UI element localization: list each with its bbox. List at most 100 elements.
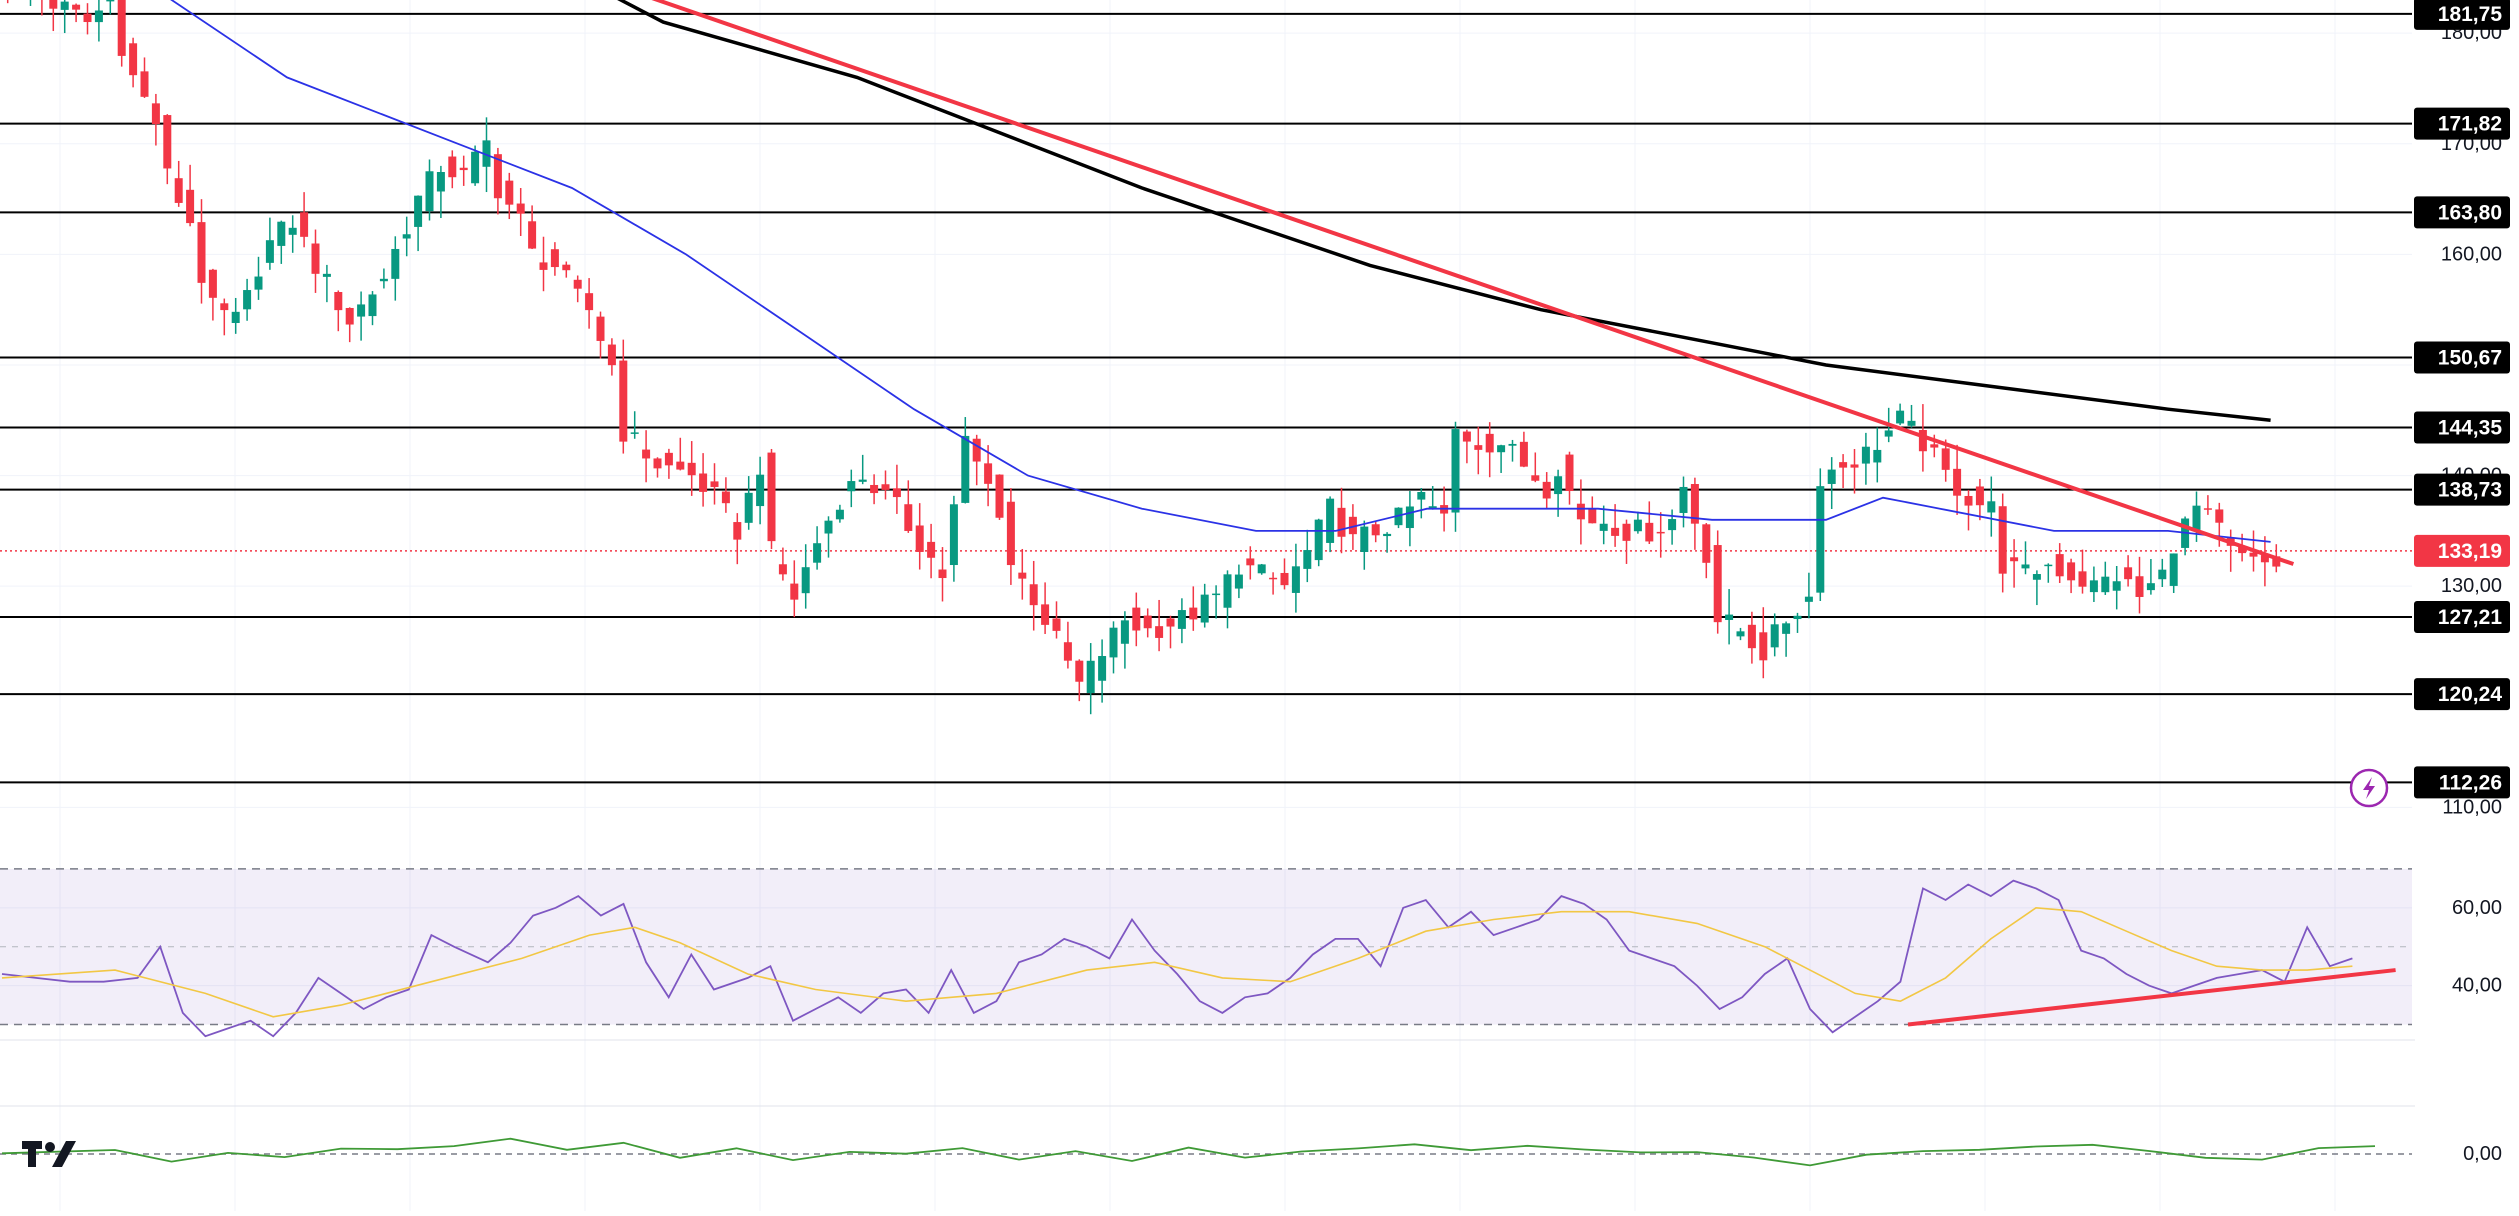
candle <box>2067 558 2076 594</box>
candle <box>1793 612 1802 633</box>
lightning-icon[interactable] <box>2349 768 2389 808</box>
candle <box>49 0 58 32</box>
level-price-label: 150,67 <box>2414 341 2510 374</box>
candle <box>927 523 936 579</box>
candle <box>1451 421 1460 532</box>
candle <box>300 192 309 248</box>
candle <box>1656 512 1665 558</box>
candle <box>1964 489 1973 531</box>
candle <box>2044 563 2053 583</box>
candle <box>1736 627 1745 641</box>
candle <box>573 275 582 303</box>
candle <box>2010 539 2019 588</box>
candle <box>1177 598 1186 644</box>
candle <box>1223 570 1232 629</box>
candle <box>721 477 730 513</box>
candle <box>1166 615 1175 649</box>
candle <box>664 448 673 479</box>
candle <box>83 3 92 35</box>
candle <box>1018 548 1027 600</box>
candle <box>699 453 708 507</box>
level-price-label: 181,75 <box>2414 0 2510 30</box>
candle <box>357 291 366 341</box>
candle <box>1975 478 1984 521</box>
rsi-trendline <box>1907 968 2396 1027</box>
candle <box>1246 546 1255 580</box>
candle <box>938 547 947 602</box>
candle <box>6 0 9 4</box>
candle <box>368 291 377 326</box>
price-tick-label: 110,00 <box>2442 796 2502 818</box>
rsi-signal-line <box>1 906 2353 1018</box>
candle <box>459 155 468 186</box>
candle <box>1029 560 1038 631</box>
candle <box>1109 621 1118 674</box>
current-price-label: 133,19 <box>2414 534 2510 567</box>
svg-text:120,24: 120,24 <box>2438 683 2503 706</box>
candle <box>2032 570 2041 606</box>
candle <box>117 0 126 67</box>
tradingview-logo[interactable] <box>22 1141 76 1167</box>
candle <box>1770 613 1779 657</box>
level-price-label: 163,80 <box>2414 196 2510 229</box>
candle <box>710 463 719 505</box>
candle <box>2169 553 2178 594</box>
candle <box>550 242 559 276</box>
oscillator-tick-label: 0,00 <box>2463 1143 2502 1165</box>
candle <box>1941 439 1950 482</box>
candle <box>1588 496 1597 524</box>
candle <box>824 516 833 558</box>
candle <box>607 338 616 376</box>
candle <box>847 469 856 508</box>
candle <box>1269 572 1278 595</box>
svg-text:133,19: 133,19 <box>2438 540 2502 563</box>
candle <box>29 0 32 6</box>
candle <box>1713 530 1722 634</box>
candle <box>1633 511 1642 534</box>
candle <box>1132 592 1141 647</box>
decorations <box>22 768 2389 1167</box>
candle <box>1428 486 1437 510</box>
candle <box>1383 532 1392 553</box>
candle <box>106 0 115 15</box>
candle <box>2226 529 2235 572</box>
candle <box>2124 555 2133 587</box>
candle <box>1690 477 1699 550</box>
moving-average-line <box>170 0 2271 543</box>
candle <box>1291 543 1300 613</box>
candle <box>1360 520 1369 570</box>
candle <box>972 434 981 486</box>
candle <box>1143 608 1152 638</box>
candle <box>585 278 594 329</box>
candle <box>1816 468 1825 601</box>
candle <box>949 495 958 582</box>
candle <box>1519 431 1528 468</box>
candle <box>1576 479 1585 545</box>
candle <box>1679 476 1688 528</box>
candle <box>471 145 480 186</box>
candle <box>1337 487 1346 554</box>
candle <box>60 0 69 34</box>
candle <box>1234 564 1243 599</box>
candle <box>208 268 217 321</box>
rsi-pane <box>0 868 2412 1038</box>
candle <box>72 3 81 23</box>
candle <box>1485 422 1494 478</box>
candle <box>687 441 696 496</box>
candle <box>1155 599 1164 652</box>
candle <box>2112 565 2121 610</box>
candle <box>1850 449 1859 494</box>
candle <box>1702 523 1711 579</box>
candle <box>1326 496 1335 553</box>
candle <box>1622 519 1631 564</box>
level-price-label: 112,26 <box>2414 766 2510 799</box>
candle <box>1006 488 1015 585</box>
candle <box>1394 507 1403 529</box>
candle <box>2055 543 2064 584</box>
candle <box>813 526 822 570</box>
candle <box>220 298 229 336</box>
candle <box>2089 566 2098 602</box>
candle <box>744 476 753 530</box>
